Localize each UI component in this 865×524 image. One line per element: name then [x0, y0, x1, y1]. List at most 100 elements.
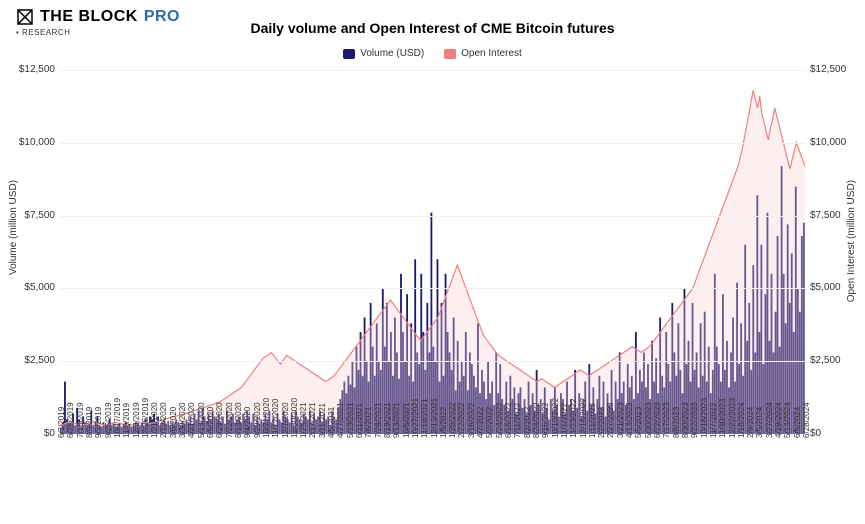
legend-item-volume: Volume (USD)	[343, 48, 424, 59]
y-tick-right: $10,000	[810, 137, 860, 148]
x-tick: 1/11/2023	[588, 403, 597, 438]
x-tick: 8/13/2020	[234, 402, 243, 438]
x-tick: 10/21/2020	[262, 398, 271, 438]
chart-legend: Volume (USD) Open Interest	[0, 48, 865, 59]
x-tick: 5/2/2022	[485, 407, 494, 438]
x-tick: 2/27/2023	[606, 402, 615, 438]
y-tick-right: $5,000	[810, 282, 860, 293]
y-tick-left: $5,000	[5, 282, 55, 293]
y-tick-left: $2,500	[5, 355, 55, 366]
x-tick: 4/7/2022	[476, 407, 485, 438]
x-tick: 4/13/2023	[625, 402, 634, 438]
grid-line	[60, 288, 805, 289]
x-tick: 10/5/2021	[402, 402, 411, 438]
legend-label-oi: Open Interest	[461, 48, 522, 59]
grid-line	[60, 361, 805, 362]
x-tick: 6/29/2020	[215, 402, 224, 438]
x-tick: 12/3/2019	[132, 402, 141, 438]
x-tick: 6/22/2023	[653, 402, 662, 438]
x-tick: 6/5/2020	[206, 407, 215, 438]
x-tick: 3/5/2024	[755, 407, 764, 438]
x-tick: 3/16/2022	[467, 402, 476, 438]
x-tick: 6/11/2021	[355, 403, 364, 438]
x-tick: 10/16/2023	[700, 398, 709, 438]
legend-item-oi: Open Interest	[444, 48, 522, 59]
x-tick: 7/22/2020	[225, 402, 234, 438]
x-tick: 5/13/2020	[197, 402, 206, 438]
x-tick: 11/8/2019	[122, 403, 131, 438]
x-tick: 8/8/2023	[672, 407, 681, 438]
grid-line	[60, 70, 805, 71]
x-tick: 4/27/2021	[336, 402, 345, 438]
x-tick: 12/30/2020	[290, 398, 299, 438]
x-tick: 2/17/2021	[308, 402, 317, 438]
y-tick-left: $0	[5, 428, 55, 439]
x-tick: 12/13/2021	[430, 398, 439, 438]
grid-line	[60, 216, 805, 217]
x-tick: 6/28/2024	[802, 402, 811, 438]
x-tick: 9/3/2019	[94, 407, 103, 438]
x-tick: 10/17/2019	[113, 398, 122, 438]
x-tick: 10/10/2022	[551, 398, 560, 438]
x-tick: 9/4/2020	[243, 407, 252, 438]
y-tick-right: $7,500	[810, 210, 860, 221]
y-tick-left: $12,500	[5, 64, 55, 75]
x-tick: 8/19/2021	[383, 402, 392, 438]
y-tick-right: $0	[810, 428, 860, 439]
chart-title: Daily volume and Open Interest of CME Bi…	[0, 20, 865, 36]
x-tick: 1/25/2021	[299, 402, 308, 438]
y-tick-left: $7,500	[5, 210, 55, 221]
x-tick: 5/13/2024	[783, 402, 792, 438]
x-tick: 4/21/2020	[187, 402, 196, 438]
x-tick: 2/2/2023	[597, 407, 606, 438]
x-tick: 9/29/2020	[253, 402, 262, 438]
x-tick: 7/28/2021	[374, 402, 383, 438]
x-tick: 5/5/2023	[634, 407, 643, 438]
x-tick: 3/11/2021	[318, 403, 327, 438]
grid-line	[60, 143, 805, 144]
x-tick: 12/16/2022	[579, 398, 588, 438]
x-tick: 11/7/2023	[709, 403, 718, 438]
x-tick: 9/22/2023	[690, 402, 699, 438]
x-tick: 9/13/2021	[392, 402, 401, 438]
x-tick: 5/24/2022	[495, 402, 504, 438]
x-tick: 8/24/2022	[532, 402, 541, 438]
x-tick: 6/16/2022	[504, 402, 513, 438]
x-tick: 10/27/2021	[411, 398, 420, 438]
x-tick: 2/22/2022	[457, 402, 466, 438]
x-tick: 3/27/2024	[765, 402, 774, 438]
x-tick: 3/6/2020	[169, 407, 178, 438]
x-tick: 2/9/2024	[746, 407, 755, 438]
chart-plot-area: $0$0$2,500$2,500$5,000$5,000$7,500$7,500…	[60, 70, 805, 434]
legend-swatch-oi	[444, 49, 456, 59]
x-tick: 7/11/2022	[513, 403, 522, 438]
x-tick: 7/18/2019	[76, 402, 85, 438]
x-tick: 11/1/2022	[560, 403, 569, 438]
x-tick: 12/22/2023	[728, 398, 737, 438]
x-tick: 11/30/2023	[718, 399, 727, 438]
x-tick: 3/30/2020	[178, 402, 187, 438]
x-tick: 11/18/2021	[420, 399, 429, 438]
x-tick: 7/6/2021	[364, 407, 373, 438]
x-tick: 1/18/2024	[737, 402, 746, 438]
x-tick: 12/7/2020	[281, 402, 290, 438]
x-tick: 6/25/2019	[66, 402, 75, 438]
x-tick: 6/3/2019	[57, 407, 66, 438]
x-tick: 5/30/2023	[644, 402, 653, 438]
x-tick: 3/21/2023	[616, 402, 625, 438]
y-axis-label-left: Volume (million USD)	[8, 180, 19, 275]
x-tick: 4/5/2021	[327, 407, 336, 438]
y-tick-right: $12,500	[810, 64, 860, 75]
chart-svg	[60, 70, 805, 434]
x-tick: 1/21/2020	[150, 402, 159, 438]
y-tick-left: $10,000	[5, 137, 55, 148]
x-tick: 9/25/2019	[104, 402, 113, 438]
x-tick: 9/16/2022	[541, 402, 550, 438]
x-tick: 8/9/2019	[85, 407, 94, 438]
x-tick: 4/19/2024	[774, 402, 783, 438]
legend-label-volume: Volume (USD)	[360, 48, 424, 59]
x-tick: 2/12/2020	[159, 402, 168, 438]
x-tick: 11/23/2022	[569, 399, 578, 438]
x-tick: 1/28/2022	[448, 402, 457, 438]
x-tick: 7/17/2023	[662, 402, 671, 438]
